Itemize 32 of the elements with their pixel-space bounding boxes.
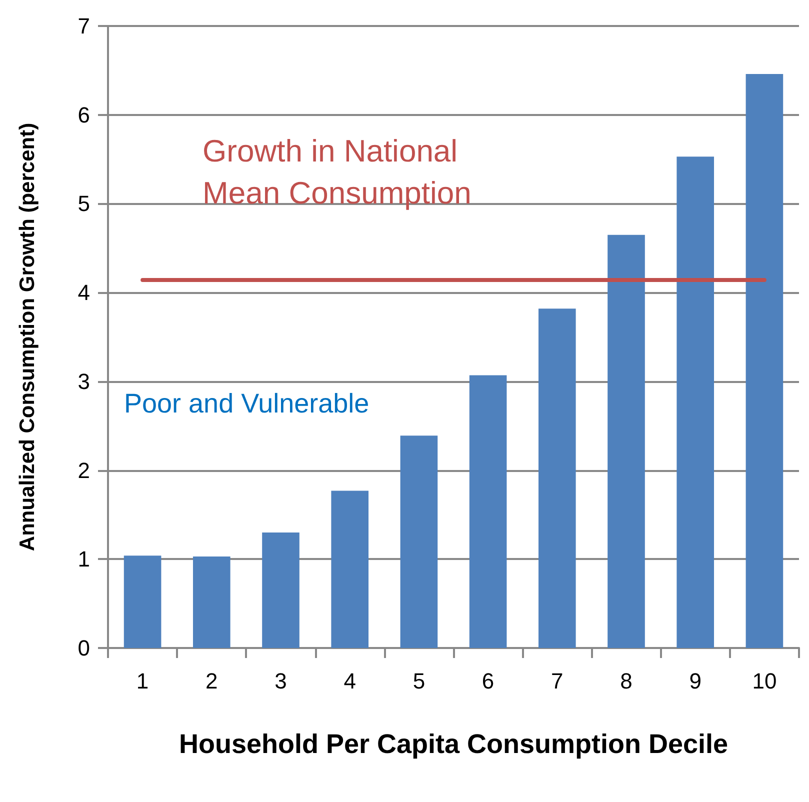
x-tick-label: 10 xyxy=(752,668,777,694)
x-axis-title: Household Per Capita Consumption Decile xyxy=(178,729,728,759)
bar xyxy=(469,375,507,648)
annotation: Poor and Vulnerable xyxy=(124,388,370,418)
y-tick-label: 3 xyxy=(78,368,90,394)
x-tick-label: 1 xyxy=(136,668,149,694)
x-tick-label: 5 xyxy=(412,668,426,694)
y-tick-label: 2 xyxy=(78,458,90,483)
y-axis-title: Annualized Consumption Growth (percent) xyxy=(16,122,39,552)
x-tick-label: 4 xyxy=(344,668,356,694)
x-tick-label: 7 xyxy=(551,668,564,694)
y-tick-label: 4 xyxy=(78,280,90,306)
bar xyxy=(331,490,369,648)
y-tick-label: 5 xyxy=(78,191,90,216)
y-tick-label: 0 xyxy=(78,636,90,660)
bar xyxy=(746,74,784,648)
x-tick-label: 6 xyxy=(482,668,494,694)
bar xyxy=(538,308,576,648)
bar xyxy=(124,556,162,648)
y-tick-label: 7 xyxy=(78,14,90,38)
ref-line-label: Growth in National Mean Consumption xyxy=(202,134,472,211)
x-tick-label: 3 xyxy=(274,668,287,694)
bar xyxy=(192,556,230,648)
y-tick-label: 6 xyxy=(78,102,90,128)
bar xyxy=(608,234,645,648)
x-tick-label: 9 xyxy=(689,668,702,694)
x-tick-label: 2 xyxy=(206,668,218,694)
bar xyxy=(400,436,438,648)
y-tick-label: 1 xyxy=(78,546,90,572)
bar xyxy=(676,156,714,648)
bar xyxy=(262,532,300,648)
x-tick-label: 8 xyxy=(620,668,632,694)
